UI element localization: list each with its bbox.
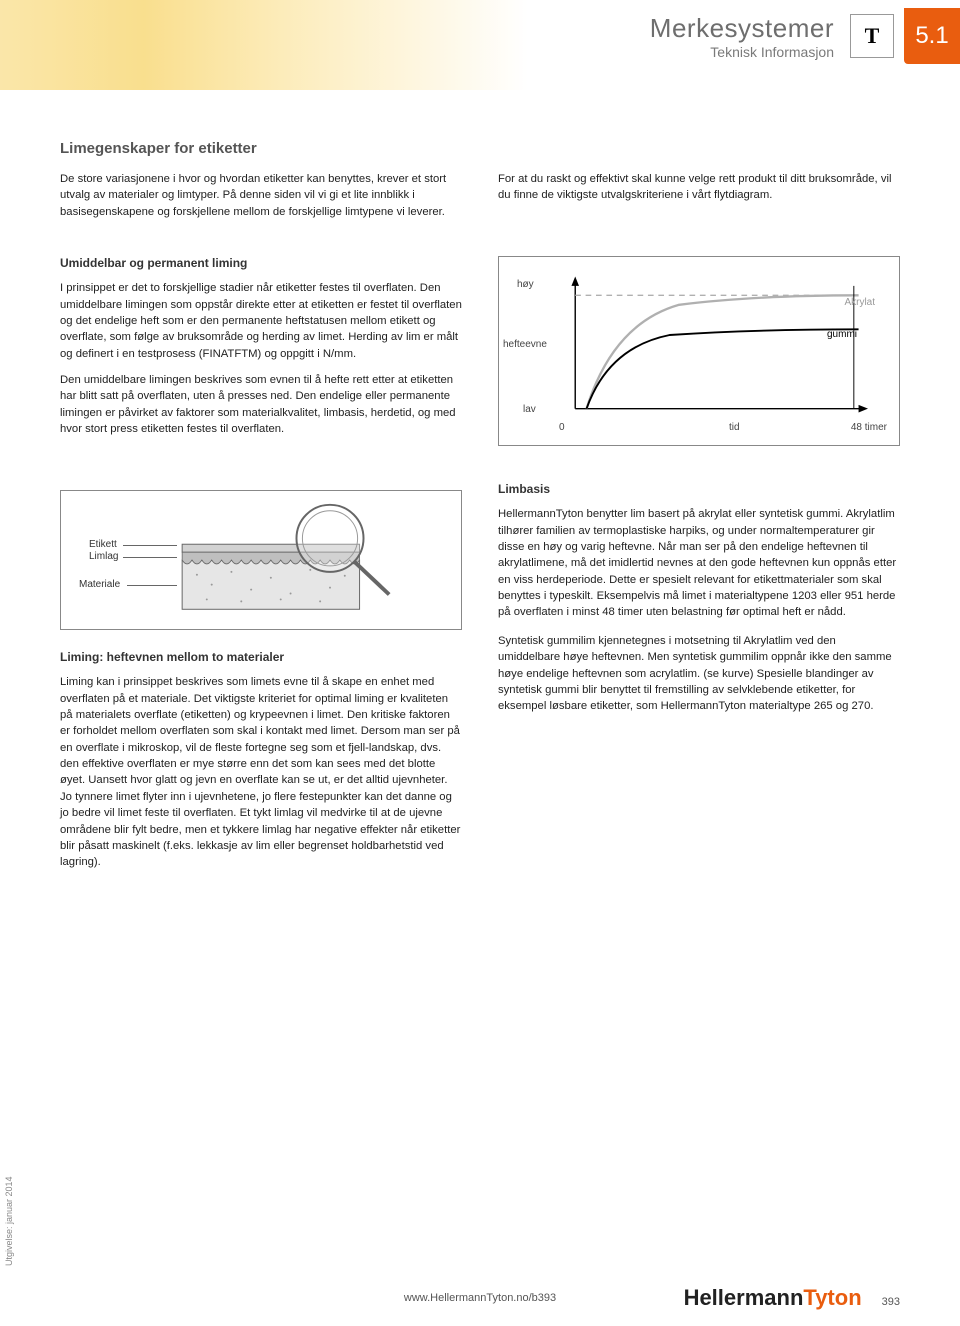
chart-y-low: lav <box>523 404 536 415</box>
page-header: Merkesystemer Teknisk Informasjon T 5.1 <box>650 8 960 64</box>
section3-para: Liming kan i prinsippet beskrives som li… <box>60 674 462 871</box>
t-icon: T <box>850 14 894 58</box>
diagram-svg <box>61 491 461 629</box>
chart-x-end: 48 timer <box>851 422 887 433</box>
section2-title: Umiddelbar og permanent liming <box>60 256 462 270</box>
page-footer: www.HellermannTyton.no/b393 HellermannTy… <box>0 1280 960 1326</box>
chart-y-label: hefteevne <box>503 339 547 350</box>
section2-para2: Den umiddelbare limingen beskrives som e… <box>60 372 462 438</box>
section2-para1: I prinsippet er det to forskjellige stad… <box>60 280 462 362</box>
header-subtitle: Teknisk Informasjon <box>650 44 834 60</box>
arrow-etikett <box>123 545 177 546</box>
main-title: Limegenskaper for etiketter <box>60 140 900 157</box>
t-icon-letter: T <box>865 23 880 49</box>
section4-para1: HellermannTyton benytter lim basert på a… <box>498 506 900 621</box>
adhesion-chart: høy hefteevne lav 0 tid 48 timer Akrylat… <box>498 256 900 446</box>
left-lower-col: Etikett Limlag Materiale Liming: heftevn… <box>60 482 462 871</box>
arrow-materiale <box>127 585 177 586</box>
chart-label-gummi: gummi <box>827 329 857 340</box>
chart-label-akrylat: Akrylat <box>844 297 875 308</box>
intro-right: For at du raskt og effektivt skal kunne … <box>498 171 900 220</box>
chart-x-mid: tid <box>729 422 740 433</box>
section-immediate-permanent: Umiddelbar og permanent liming I prinsip… <box>60 256 900 446</box>
chart-y-high: høy <box>517 279 534 290</box>
intro-columns: De store variasjonene i hvor og hvordan … <box>60 171 900 220</box>
diagram-label-limlag: Limlag <box>89 551 118 562</box>
brand-logo: HellermannTyton <box>684 1285 862 1311</box>
section3-title: Liming: heftevnen mellom to materialer <box>60 650 462 664</box>
section2-text-col: Umiddelbar og permanent liming I prinsip… <box>60 256 462 446</box>
chart-col: høy hefteevne lav 0 tid 48 timer Akrylat… <box>498 256 900 446</box>
diagram-label-etikett: Etikett <box>89 539 117 550</box>
header-text-block: Merkesystemer Teknisk Informasjon <box>650 13 840 60</box>
right-lower-col: Limbasis HellermannTyton benytter lim ba… <box>498 482 900 871</box>
section4-para2: Syntetisk gummilim kjennetegnes i motset… <box>498 633 900 715</box>
brand-part1: Hellermann <box>684 1285 804 1311</box>
diagram-label-materiale: Materiale <box>79 579 120 590</box>
arrow-limlag <box>123 557 177 558</box>
intro-left: De store variasjonene i hvor og hvordan … <box>60 171 462 220</box>
chart-svg <box>509 267 887 437</box>
main-content: Limegenskaper for etiketter De store var… <box>60 140 900 871</box>
section-lower: Etikett Limlag Materiale Liming: heftevn… <box>60 482 900 871</box>
header-title: Merkesystemer <box>650 13 834 44</box>
brand-part2: Tyton <box>803 1285 861 1311</box>
section-number-tab: 5.1 <box>904 8 960 64</box>
chart-x-start: 0 <box>559 422 565 433</box>
cross-section-diagram: Etikett Limlag Materiale <box>60 490 462 630</box>
footer-url: www.HellermannTyton.no/b393 <box>404 1292 556 1304</box>
section-number: 5.1 <box>915 22 948 50</box>
issue-date: Utgivelse: januar 2014 <box>4 1176 14 1266</box>
section4-title: Limbasis <box>498 482 900 496</box>
page-number: 393 <box>882 1296 900 1308</box>
